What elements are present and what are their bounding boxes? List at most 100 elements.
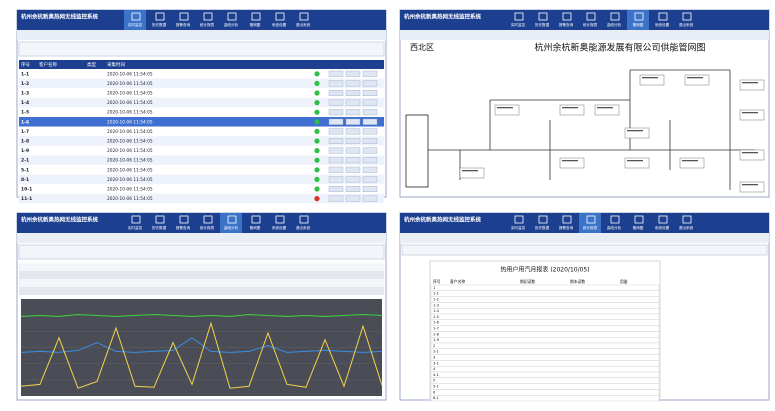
table-row[interactable] xyxy=(19,97,384,108)
row-button[interactable] xyxy=(328,118,344,125)
table-row[interactable] xyxy=(19,69,384,79)
row-button[interactable] xyxy=(328,176,344,183)
row-button[interactable] xyxy=(362,118,378,125)
row-button[interactable] xyxy=(362,109,378,116)
nav-label[interactable]: 报警查询 xyxy=(176,225,191,230)
table-row[interactable] xyxy=(19,165,384,175)
row-button[interactable] xyxy=(362,185,378,192)
nav-label[interactable]: 系统设置 xyxy=(272,225,287,230)
row-button[interactable] xyxy=(328,157,344,164)
row-button[interactable] xyxy=(362,128,378,135)
row-button[interactable] xyxy=(362,70,378,77)
nav-label[interactable]: 实时监控 xyxy=(511,225,526,230)
nav-label[interactable]: 报警查询 xyxy=(176,22,191,27)
row-button[interactable] xyxy=(362,166,378,173)
row-button[interactable] xyxy=(362,80,378,87)
nav-label[interactable]: 系统设置 xyxy=(655,22,670,27)
row-id: 5-1 xyxy=(21,167,29,173)
node-text xyxy=(642,77,658,79)
report-row xyxy=(430,366,660,373)
nav-label[interactable]: 报警查询 xyxy=(559,22,574,27)
nav-label[interactable]: 退出系统 xyxy=(296,225,311,230)
row-button[interactable] xyxy=(345,195,361,202)
row-id: 1-3 xyxy=(433,303,439,307)
row-button[interactable] xyxy=(328,195,344,202)
table-row[interactable] xyxy=(19,117,384,127)
report-title: 热用户用汽月报表 (2020/10/05) xyxy=(500,266,589,274)
nav-label[interactable]: 报警查询 xyxy=(559,225,574,230)
nav-label[interactable]: 退出系统 xyxy=(679,225,694,230)
nav-label[interactable]: 曲线分析 xyxy=(224,22,239,27)
row-button[interactable] xyxy=(345,128,361,135)
row-button[interactable] xyxy=(362,157,378,164)
nav-label[interactable]: 管网图 xyxy=(250,22,261,27)
nav-label[interactable]: 退出系统 xyxy=(296,22,311,27)
row-time: 2020-10-06 11:54:05 xyxy=(107,100,153,106)
nav-label[interactable]: 历史数据 xyxy=(152,225,167,230)
nav-label[interactable]: 统计报表 xyxy=(200,22,215,27)
row-button[interactable] xyxy=(362,89,378,96)
nav-label[interactable]: 退出系统 xyxy=(679,22,694,27)
nav-icon xyxy=(275,12,285,21)
row-button[interactable] xyxy=(345,137,361,144)
row-button[interactable] xyxy=(328,70,344,77)
row-button[interactable] xyxy=(362,99,378,106)
row-id: 11-1 xyxy=(21,196,32,202)
table-row[interactable] xyxy=(19,107,384,117)
nav-label[interactable]: 管网图 xyxy=(633,22,644,27)
row-button[interactable] xyxy=(345,89,361,96)
nav-label[interactable]: 历史数据 xyxy=(152,22,167,27)
table-row[interactable] xyxy=(19,155,384,165)
table-row[interactable] xyxy=(19,193,384,204)
row-button[interactable] xyxy=(345,99,361,106)
nav-label[interactable]: 曲线分析 xyxy=(224,225,239,230)
nav-label[interactable]: 实时监控 xyxy=(128,22,143,27)
nav-label[interactable]: 统计报表 xyxy=(583,225,598,230)
row-button[interactable] xyxy=(362,137,378,144)
nav-label[interactable]: 统计报表 xyxy=(583,22,598,27)
row-button[interactable] xyxy=(345,109,361,116)
row-button[interactable] xyxy=(328,109,344,116)
nav-label[interactable]: 曲线分析 xyxy=(607,225,622,230)
row-button[interactable] xyxy=(328,185,344,192)
table-row[interactable] xyxy=(19,126,384,137)
row-button[interactable] xyxy=(328,99,344,106)
report-row xyxy=(430,389,660,396)
row-button[interactable] xyxy=(328,147,344,154)
row-button[interactable] xyxy=(345,80,361,87)
row-id: 2 xyxy=(433,344,435,348)
row-button[interactable] xyxy=(362,176,378,183)
row-button[interactable] xyxy=(328,166,344,173)
nav-label[interactable]: 实时监控 xyxy=(511,22,526,27)
row-button[interactable] xyxy=(328,128,344,135)
nav-label[interactable]: 实时监控 xyxy=(128,225,143,230)
row-button[interactable] xyxy=(345,70,361,77)
nav-label[interactable]: 管网图 xyxy=(250,225,261,230)
row-button[interactable] xyxy=(345,166,361,173)
nav-label[interactable]: 统计报表 xyxy=(200,225,215,230)
row-button[interactable] xyxy=(328,137,344,144)
nav-label[interactable]: 系统设置 xyxy=(272,22,287,27)
table-row[interactable] xyxy=(19,136,384,146)
nav-label[interactable]: 管网图 xyxy=(633,225,644,230)
column-header: 用量 xyxy=(620,279,628,284)
table-row[interactable] xyxy=(19,145,384,156)
row-button[interactable] xyxy=(328,89,344,96)
table-row[interactable] xyxy=(19,88,384,98)
nav-label[interactable]: 系统设置 xyxy=(655,225,670,230)
row-button[interactable] xyxy=(345,157,361,164)
row-button[interactable] xyxy=(345,176,361,183)
nav-label[interactable]: 历史数据 xyxy=(535,22,550,27)
row-button[interactable] xyxy=(362,147,378,154)
nav-label[interactable]: 曲线分析 xyxy=(607,22,622,27)
row-button[interactable] xyxy=(345,118,361,125)
table-row[interactable] xyxy=(19,184,384,194)
table-row[interactable] xyxy=(19,78,384,89)
row-button[interactable] xyxy=(328,80,344,87)
table-row[interactable] xyxy=(19,174,384,185)
row-id: 4 xyxy=(433,367,436,371)
row-button[interactable] xyxy=(345,185,361,192)
row-button[interactable] xyxy=(345,147,361,154)
nav-label[interactable]: 历史数据 xyxy=(535,225,550,230)
row-button[interactable] xyxy=(362,195,378,202)
